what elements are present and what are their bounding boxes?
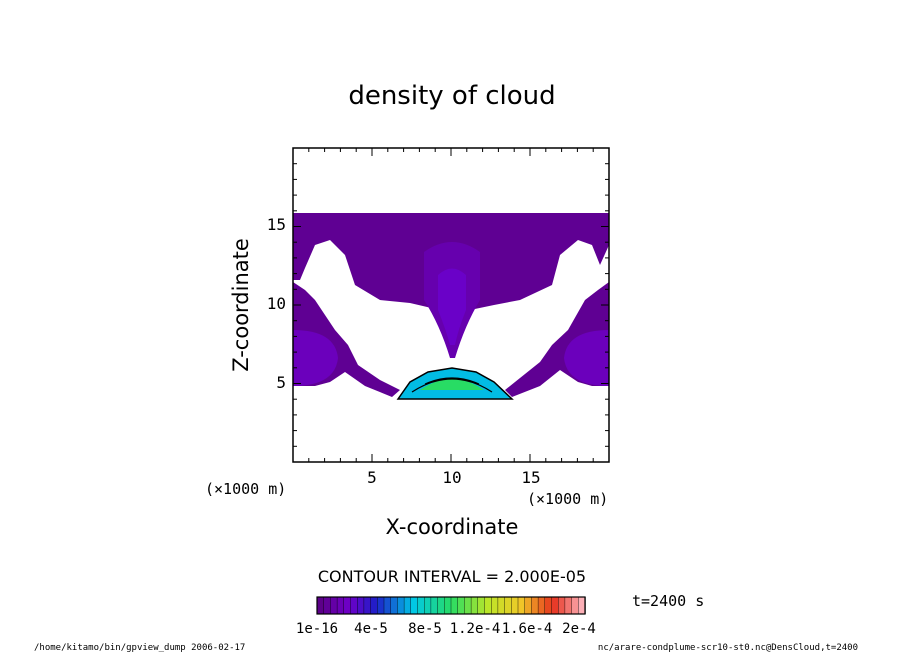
colorbar (316, 596, 586, 615)
colorbar-swatch (504, 596, 513, 615)
colorbar-swatch (390, 596, 399, 615)
axis-ticks (293, 148, 609, 462)
plot-area (292, 147, 610, 463)
colorbar-swatch (437, 596, 446, 615)
colorbar-swatch (524, 596, 533, 615)
colorbar-tick-label: 4e-5 (354, 621, 388, 637)
colorbar-swatch (330, 596, 338, 615)
x-axis-label: X-coordinate (386, 515, 519, 539)
colorbar-swatch (343, 596, 352, 615)
colorbar-swatch (403, 596, 412, 615)
footer-right-text: nc/arare-condplume-scr10-st0.nc@DensClou… (598, 643, 858, 653)
colorbar-swatch (564, 596, 573, 615)
colorbar-swatch (537, 596, 546, 615)
colorbar-swatch (544, 596, 553, 615)
y-tick-label: 5 (276, 373, 286, 392)
colorbar-swatch (430, 596, 439, 615)
y-tick-label: 15 (267, 215, 286, 234)
colorbar-swatch (497, 596, 506, 615)
colorbar-swatch (370, 596, 379, 615)
colorbar-tick-label: 2e-4 (562, 621, 596, 637)
x-tick-label: 10 (442, 468, 461, 487)
colorbar-tick-label: 8e-5 (408, 621, 442, 637)
colorbar-swatch (531, 596, 539, 615)
colorbar-swatch (397, 596, 405, 615)
colorbar-swatch (511, 596, 519, 615)
colorbar-swatch (323, 596, 332, 615)
colorbar-swatch (558, 596, 566, 615)
colorbar-swatch (470, 596, 479, 615)
contour-line (424, 377, 480, 385)
colorbar-swatch (417, 596, 425, 615)
colorbar-tick-label: 1.6e-4 (502, 621, 553, 637)
time-label: t=2400 s (632, 592, 704, 610)
footer-left-text: /home/kitamo/bin/gpview_dump 2006-02-17 (34, 643, 245, 653)
colorbar-swatch (410, 596, 419, 615)
colorbar-swatch (444, 596, 452, 615)
colorbar-swatch (464, 596, 472, 615)
y-tick-label: 10 (267, 294, 286, 313)
contour-interval-text: CONTOUR INTERVAL = 2.000E-05 (318, 567, 586, 586)
colorbar-swatch (350, 596, 358, 615)
chart-title: density of cloud (348, 81, 555, 111)
colorbar-swatch (457, 596, 466, 615)
x-tick-label: 15 (521, 468, 540, 487)
colorbar-swatch (383, 596, 392, 615)
region-left-edge-cell (293, 330, 338, 386)
colorbar-swatch (551, 596, 559, 615)
colorbar-swatch (363, 596, 372, 615)
colorbar-swatch (336, 596, 345, 615)
colorbar-frame (316, 596, 586, 615)
colorbar-swatch (424, 596, 432, 615)
x-unit-label: (×1000 m) (527, 490, 608, 508)
colorbar-swatch (377, 596, 385, 615)
colorbar-tick-label: 1e-16 (296, 621, 338, 637)
colorbar-swatch (491, 596, 499, 615)
y-unit-label: (×1000 m) (205, 480, 286, 498)
colorbar-swatch (571, 596, 579, 615)
y-axis-label: Z-coordinate (229, 238, 253, 372)
region-right-edge-cell (564, 330, 609, 386)
contour-line (396, 367, 514, 400)
contour-line (411, 378, 493, 393)
colorbar-swatch (477, 596, 486, 615)
region-central-core (438, 268, 466, 345)
region-lower-dome-peak (420, 379, 484, 390)
colorbar-swatch (517, 596, 526, 615)
colorbar-swatch (316, 596, 325, 615)
colorbar-swatch (484, 596, 492, 615)
colorbar-tick-label: 1.2e-4 (450, 621, 501, 637)
x-tick-label: 5 (367, 468, 377, 487)
colorbar-swatch (357, 596, 365, 615)
colorbar-swatch (450, 596, 459, 615)
